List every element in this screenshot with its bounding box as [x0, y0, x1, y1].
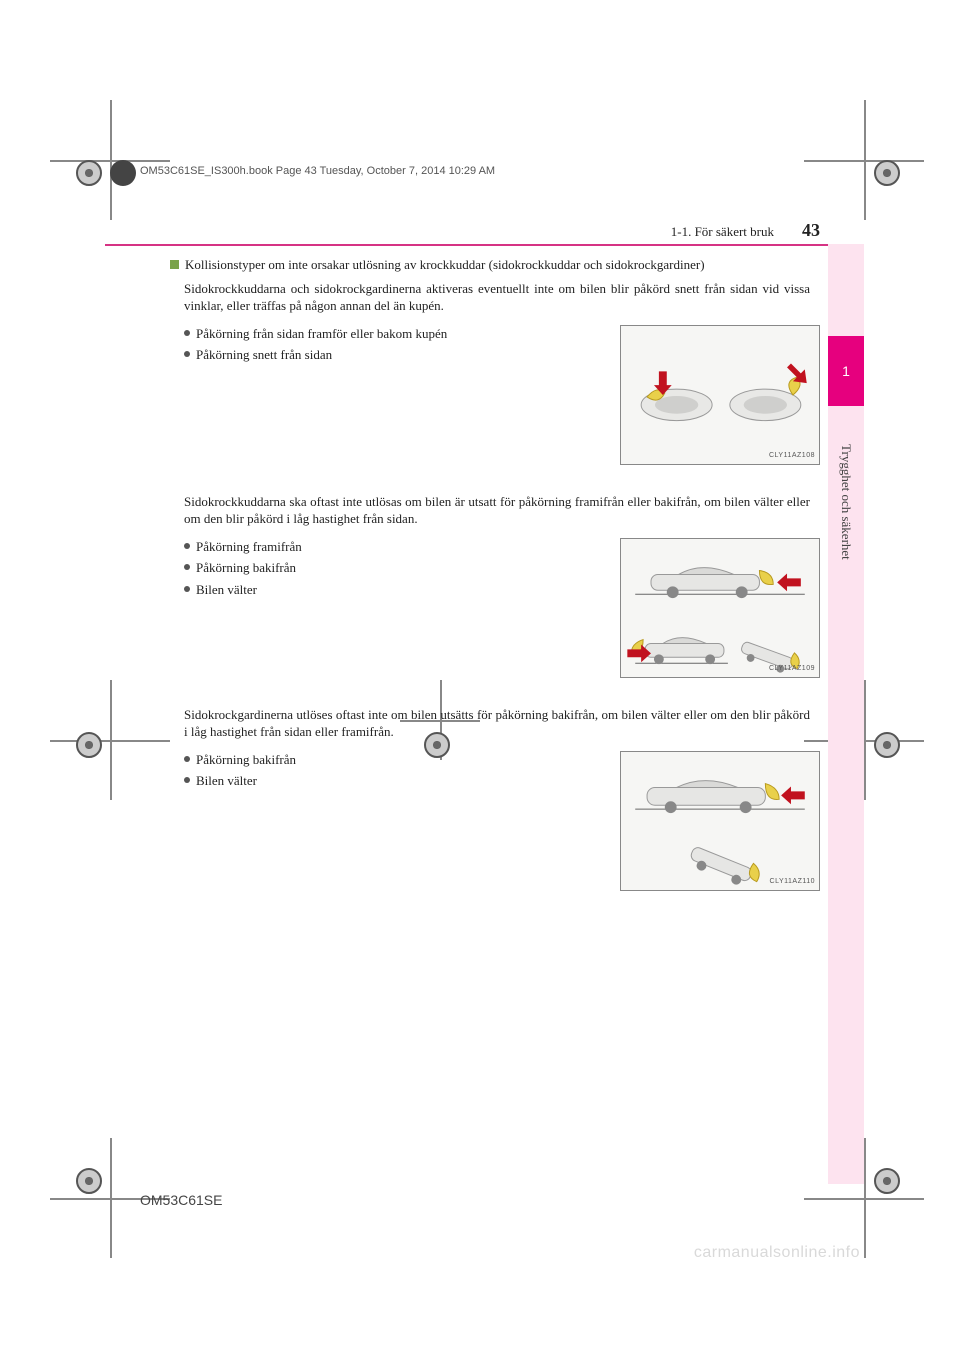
registration-mark-icon: [76, 732, 102, 758]
list-item: Påkörning bakifrån: [184, 559, 464, 577]
body-content: Kollisionstyper om inte orsakar utlösnin…: [170, 256, 810, 919]
crop-mark: [804, 1138, 924, 1258]
square-bullet-icon: [170, 260, 179, 269]
crop-mark: [50, 100, 170, 220]
chapter-title-vertical: Trygghet och säkerhet: [828, 424, 864, 1184]
bullet-list: Påkörning bakifrån Bilen välter: [184, 751, 464, 790]
registration-mark-icon: [874, 160, 900, 186]
pdf-header-stamp: OM53C61SE_IS300h.book Page 43 Tuesday, O…: [140, 165, 840, 177]
car-side-view-icon: [621, 539, 819, 677]
block-3: Påkörning bakifrån Bilen välter: [170, 751, 810, 901]
crop-mark: [804, 680, 924, 800]
block-2: Påkörning framifrån Påkörning bakifrån B…: [170, 538, 810, 688]
section-label: 1-1. För säkert bruk: [671, 224, 774, 240]
figure-side-impact: CLY11AZ108: [620, 325, 820, 465]
header-rule: [105, 244, 864, 246]
section-heading: Kollisionstyper om inte orsakar utlösnin…: [170, 256, 810, 274]
list-item: Påkörning från sidan framför eller bakom…: [184, 325, 464, 343]
intro-paragraph: Sidokrockgardinerna utlöses oftast inte …: [184, 706, 810, 741]
car-side-view-icon: [621, 752, 819, 890]
manual-page: OM53C61SE_IS300h.book Page 43 Tuesday, O…: [0, 0, 960, 1358]
list-item: Påkörning snett från sidan: [184, 346, 464, 364]
registration-mark-icon: [76, 1168, 102, 1194]
registration-mark-icon: [874, 1168, 900, 1194]
registration-mark-icon: [874, 732, 900, 758]
chapter-tab: 1 Trygghet och säkerhet: [828, 244, 864, 1184]
registration-mark-icon: [76, 160, 102, 186]
car-top-view-icon: [621, 326, 819, 464]
list-item: Påkörning framifrån: [184, 538, 464, 556]
intro-paragraph: Sidokrockkuddarna ska oftast inte utlösa…: [184, 493, 810, 528]
chapter-number-badge: 1: [828, 336, 864, 406]
document-code: OM53C61SE: [140, 1192, 222, 1208]
list-item: Bilen välter: [184, 772, 464, 790]
page-number: 43: [802, 220, 820, 241]
section-heading-text: Kollisionstyper om inte orsakar utlösnin…: [185, 256, 705, 274]
chapter-title-text: Trygghet och säkerhet: [838, 424, 854, 560]
figure-rear-rollover: CLY11AZ110: [620, 751, 820, 891]
watermark-text: carmanualsonline.info: [694, 1244, 860, 1262]
crop-mark: [50, 680, 170, 800]
bullet-list: Påkörning framifrån Påkörning bakifrån B…: [184, 538, 464, 599]
list-item: Påkörning bakifrån: [184, 751, 464, 769]
bullet-list: Påkörning från sidan framför eller bakom…: [184, 325, 464, 364]
running-head: 1-1. För säkert bruk 43: [170, 220, 820, 241]
crop-mark: [804, 100, 924, 220]
figure-code: CLY11AZ109: [769, 664, 815, 673]
figure-front-rear-rollover: CLY11AZ109: [620, 538, 820, 678]
figure-code: CLY11AZ110: [770, 877, 815, 886]
figure-code: CLY11AZ108: [769, 451, 815, 460]
intro-paragraph: Sidokrockkuddarna och sidokrockgardinern…: [184, 280, 810, 315]
list-item: Bilen välter: [184, 581, 464, 599]
block-1: Påkörning från sidan framför eller bakom…: [170, 325, 810, 475]
registration-mark-icon: [110, 160, 136, 186]
